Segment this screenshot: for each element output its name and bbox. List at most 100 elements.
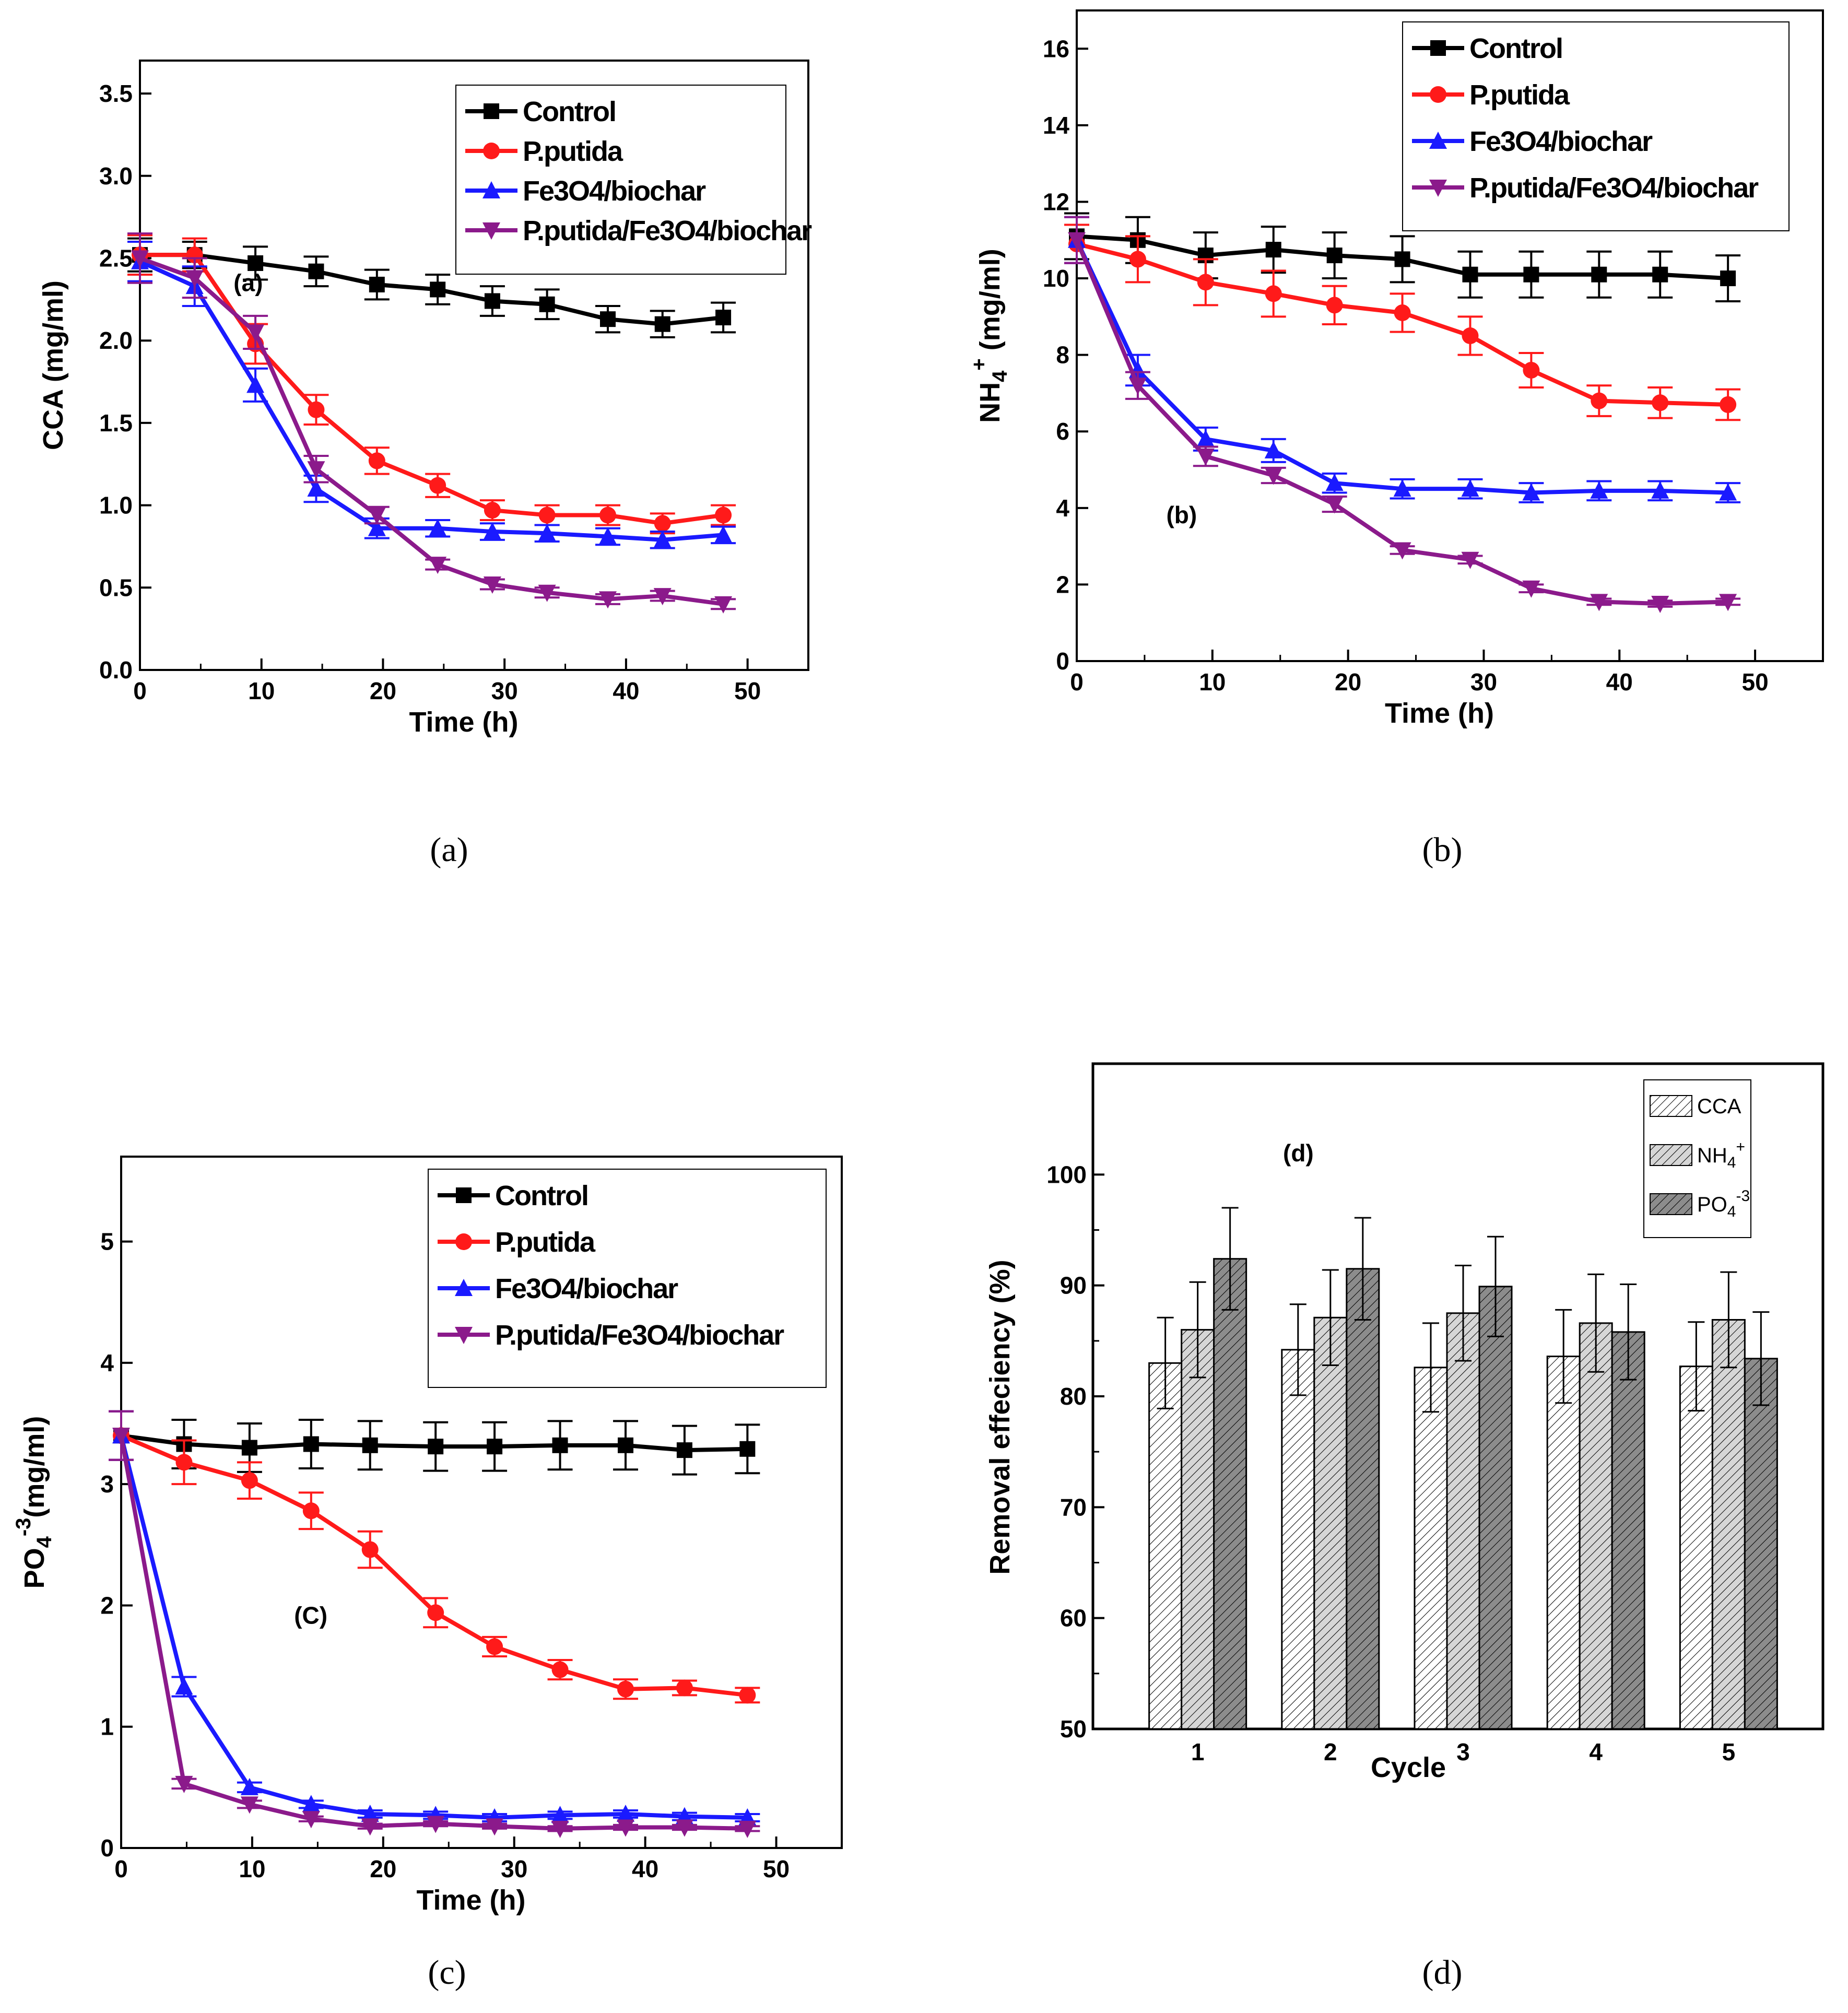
data-point	[368, 519, 386, 536]
data-point	[739, 1687, 756, 1704]
data-point	[1394, 304, 1411, 322]
legend-box	[455, 85, 786, 275]
x-axis-title: Time (h)	[1385, 698, 1494, 729]
bar	[1346, 1268, 1380, 1730]
panel-annotation: (b)	[1166, 501, 1197, 528]
data-point	[715, 507, 732, 524]
x-tick-label: 50	[734, 677, 761, 704]
x-tick-label: 30	[501, 1855, 527, 1882]
data-point	[551, 1661, 569, 1678]
plot-frame	[120, 1156, 843, 1849]
bar	[1281, 1349, 1315, 1730]
data-point	[538, 507, 556, 524]
data-point	[654, 316, 670, 332]
series-p-putida-fe3o4-biochar	[127, 232, 736, 614]
legend-label: P.putida	[495, 1227, 596, 1258]
legend-box	[428, 1169, 827, 1388]
data-point	[175, 1775, 193, 1793]
data-point	[538, 584, 556, 602]
bar	[1181, 1329, 1215, 1730]
bar	[1546, 1356, 1581, 1730]
data-point	[483, 576, 501, 594]
x-tick-label: 20	[1335, 668, 1361, 696]
plot-frame	[1076, 9, 1824, 662]
chart-d: 50 60 70 80 90 100 1 2 3 4 5 Cycle Removal effecienc…	[984, 1062, 1825, 1992]
x-tick-label: 30	[1470, 668, 1497, 696]
y-tick-label: 50	[1060, 1715, 1087, 1743]
series-p-putida	[127, 234, 736, 535]
legend-label: P.putida/Fe3O4/biochar	[495, 1320, 784, 1351]
x-tick-label: 40	[613, 677, 639, 704]
y-tick-label: 2	[1056, 571, 1069, 598]
y-axis-title-main: NH	[974, 382, 1006, 423]
series-fe3o4-biochar	[1064, 216, 1741, 503]
legend-label: Control	[495, 1180, 588, 1211]
legend-marker	[455, 1233, 472, 1250]
y-tick-label: 14	[1043, 112, 1070, 139]
data-point	[302, 1795, 320, 1812]
data-point	[112, 1428, 130, 1445]
y-tick-label: 12	[1043, 188, 1069, 215]
data-point	[483, 522, 501, 540]
data-point	[175, 1454, 193, 1471]
legend-label-main: CCA	[1697, 1095, 1741, 1118]
y-tick-label: 2	[100, 1592, 114, 1619]
bar	[1446, 1312, 1480, 1730]
legend-marker	[455, 1279, 473, 1296]
y-axis-title-sub: 4	[33, 1536, 56, 1548]
y-tick-label: 2.0	[99, 327, 133, 354]
data-point	[738, 1820, 757, 1838]
data-point	[654, 515, 671, 532]
legend: Control P.putida Fe3O4/biochar P.putida/Fe3…	[455, 85, 813, 275]
data-point	[1068, 232, 1086, 250]
data-point	[599, 527, 617, 545]
x-axis-title: Cycle	[1371, 1752, 1446, 1783]
bar	[1611, 1331, 1645, 1730]
y-tick-label: 1.5	[99, 409, 133, 437]
legend-marker	[483, 143, 500, 159]
data-point	[1522, 580, 1540, 598]
x-tick-label: 40	[632, 1855, 658, 1882]
data-point	[1196, 448, 1215, 466]
y-tick-label: 5	[100, 1228, 114, 1255]
y-tick-label: 60	[1060, 1605, 1087, 1632]
data-point	[1720, 396, 1737, 413]
data-point	[653, 588, 672, 606]
legend-marker	[484, 103, 499, 119]
legend-label: P.putida	[1469, 79, 1570, 111]
data-point	[361, 1804, 379, 1822]
legend-marker	[1430, 40, 1446, 56]
data-point	[1326, 297, 1343, 314]
bar	[1679, 1365, 1713, 1730]
data-point	[1129, 251, 1146, 268]
data-point	[368, 452, 385, 469]
data-point	[240, 1796, 258, 1814]
x-axis-title: Time (h)	[416, 1885, 525, 1916]
data-point	[1264, 467, 1282, 485]
legend-box	[1402, 21, 1790, 231]
x-axis-title: Time (h)	[409, 707, 518, 738]
data-point	[676, 1442, 692, 1458]
legend-swatch	[1650, 1144, 1692, 1166]
data-point	[185, 270, 204, 288]
data-point	[1652, 394, 1669, 411]
data-point	[1591, 392, 1608, 409]
x-tick-label: 50	[763, 1855, 790, 1882]
y-tick-label: 90	[1060, 1272, 1087, 1299]
data-point	[599, 507, 616, 524]
legend: Control P.putida Fe3O4/biochar P.putida/Fe3…	[428, 1169, 827, 1388]
y-tick-label: 3	[100, 1470, 114, 1498]
data-point	[600, 311, 616, 327]
legend-label-sup: +	[1736, 1138, 1745, 1156]
data-point	[538, 524, 556, 541]
legend-label: P.putida/Fe3O4/biochar	[1469, 172, 1759, 204]
data-point	[241, 1472, 258, 1489]
x-tick-label: 20	[370, 1855, 396, 1882]
data-point	[1128, 378, 1147, 395]
legend-label-main: NH	[1697, 1144, 1727, 1167]
data-point	[241, 1440, 257, 1456]
y-tick-label: 3.5	[99, 80, 133, 107]
y-tick-label: 1.0	[99, 492, 133, 519]
series-line	[120, 1433, 748, 1698]
